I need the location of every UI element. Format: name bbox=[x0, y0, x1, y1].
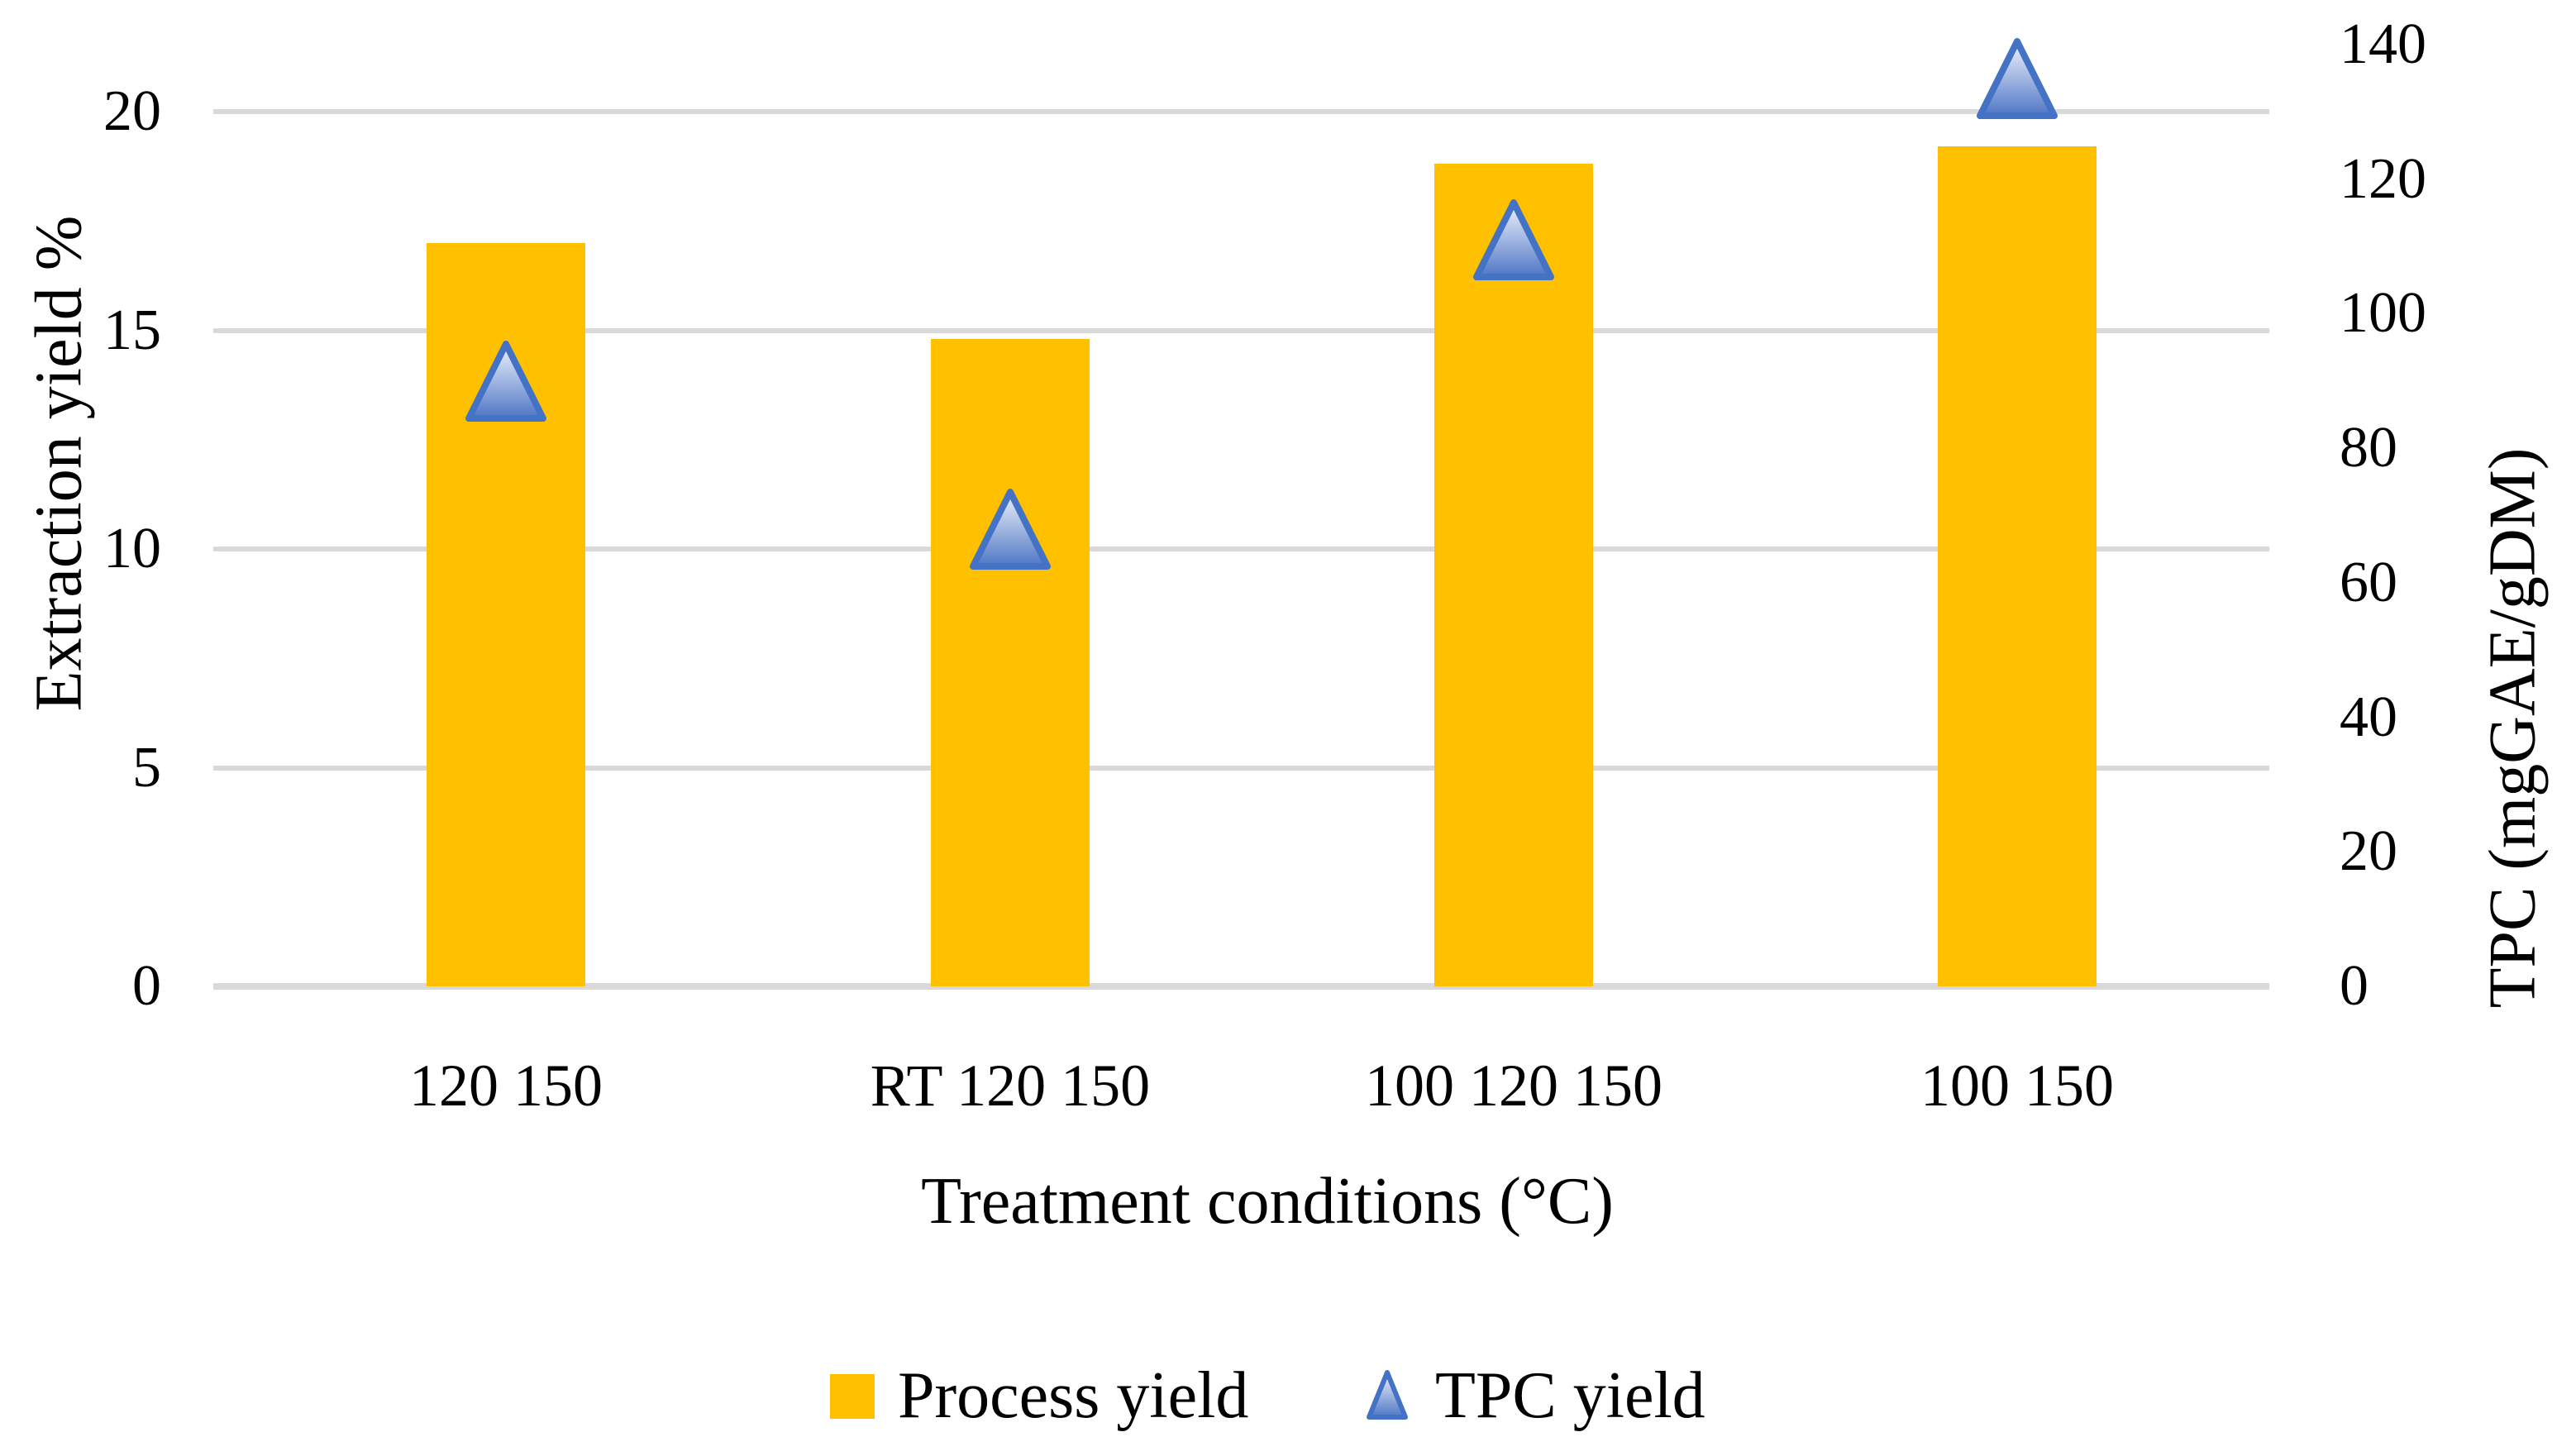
y-right-tick-label: 0 bbox=[2340, 954, 2368, 1018]
triangle-marker-icon bbox=[465, 340, 546, 422]
process-yield-bar bbox=[1938, 146, 2097, 986]
y-left-tick-label: 0 bbox=[132, 954, 161, 1018]
gridline bbox=[213, 327, 2269, 333]
process-yield-bar bbox=[931, 339, 1090, 986]
gridline bbox=[213, 109, 2269, 114]
x-category-label: 100 120 150 bbox=[1365, 1053, 1662, 1119]
y-left-tick-label: 15 bbox=[103, 298, 161, 362]
y-right-tick-label: 60 bbox=[2340, 550, 2397, 614]
x-axis-title: Treatment conditions (°C) bbox=[921, 1165, 1614, 1238]
x-axis-line bbox=[213, 983, 2269, 990]
left-axis-title: Extraction yield % bbox=[22, 215, 96, 711]
legend-swatch-process-yield bbox=[830, 1374, 875, 1419]
y-right-tick-label: 20 bbox=[2340, 819, 2397, 884]
triangle-marker-icon bbox=[1473, 198, 1554, 280]
x-category-label: 100 150 bbox=[1920, 1053, 2114, 1119]
y-left-tick-label: 5 bbox=[132, 735, 161, 800]
tpc-yield-marker bbox=[465, 340, 547, 422]
legend-label-process-yield: Process yield bbox=[898, 1359, 1249, 1432]
y-right-tick-label: 140 bbox=[2340, 12, 2426, 76]
y-left-tick-label: 20 bbox=[103, 79, 161, 143]
y-right-tick-label: 80 bbox=[2340, 416, 2397, 480]
triangle-marker-icon bbox=[970, 488, 1051, 570]
legend-marker-tpc-yield-icon bbox=[1367, 1370, 1408, 1420]
tpc-yield-marker bbox=[1472, 198, 1555, 281]
y-right-tick-label: 100 bbox=[2340, 281, 2426, 346]
y-left-tick-label: 10 bbox=[103, 517, 161, 580]
gridline bbox=[213, 547, 2269, 551]
x-category-label: RT 120 150 bbox=[870, 1053, 1151, 1119]
gridline bbox=[213, 765, 2269, 771]
y-right-tick-label: 40 bbox=[2340, 685, 2397, 749]
y-right-tick-label: 120 bbox=[2340, 146, 2426, 211]
tpc-yield-marker bbox=[1976, 37, 2058, 120]
process-yield-bar bbox=[1434, 164, 1593, 986]
x-category-label: 120 150 bbox=[409, 1053, 603, 1119]
tpc-yield-marker bbox=[969, 488, 1052, 570]
triangle-marker-icon bbox=[1977, 37, 2058, 119]
legend-label-tpc-yield: TPC yield bbox=[1435, 1359, 1705, 1432]
